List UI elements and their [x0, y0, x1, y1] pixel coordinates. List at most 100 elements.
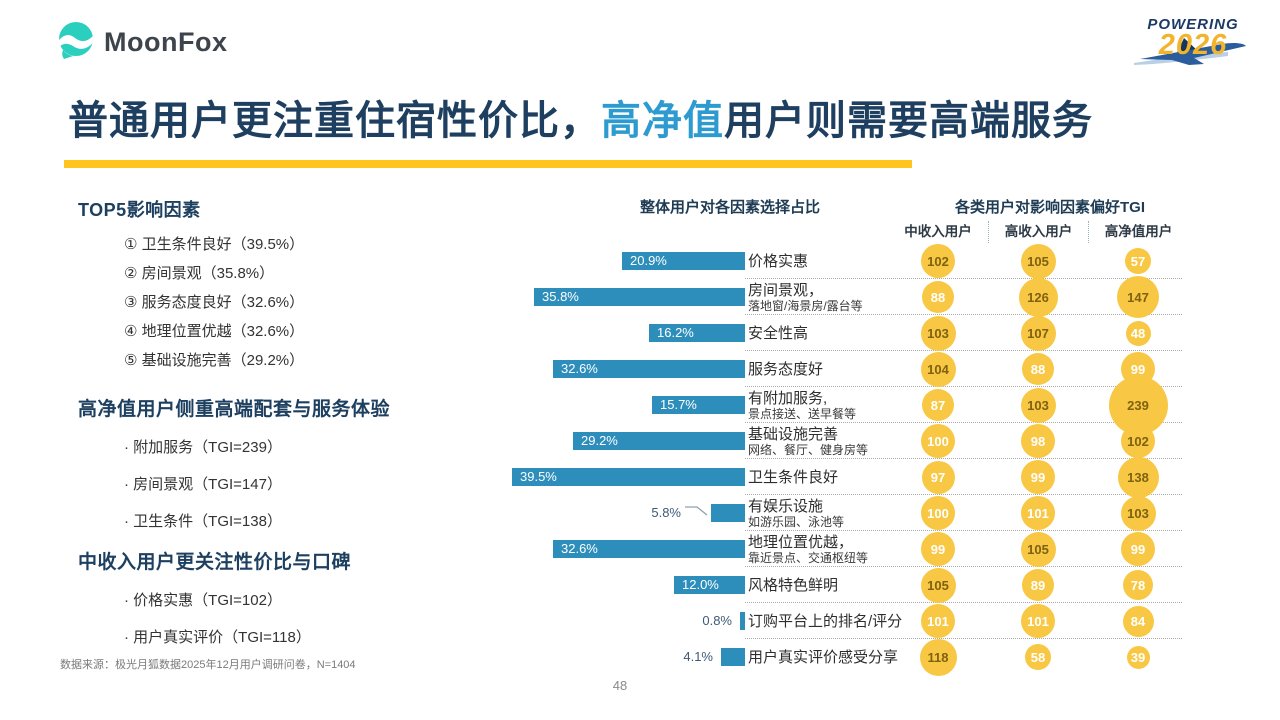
airplane-icon: [1132, 37, 1254, 72]
tgi-bubble: 118: [919, 638, 957, 676]
share-value: 4.1%: [683, 649, 713, 664]
title-highlight: 高净值: [601, 99, 724, 143]
factor-label: 订购平台上的排名/评分: [748, 603, 923, 639]
share-value: 16.2%: [657, 325, 694, 340]
top5-list: ① 卫生条件良好（39.5%） ② 房间景观（35.8%） ③ 服务态度良好（3…: [78, 230, 478, 375]
factor-label: 有娱乐设施 如游乐园、泳池等: [748, 495, 923, 531]
row-divider: [745, 494, 1182, 495]
factor-label: 安全性高: [748, 315, 923, 351]
row-divider: [745, 566, 1182, 567]
tgi-bubble: 99: [1121, 532, 1155, 566]
tgi-bubble: 147: [1117, 276, 1159, 318]
factor-row: 12.0% 风格特色鲜明 105 89 78: [505, 567, 1190, 603]
factor-label-main: 有附加服务,: [748, 389, 828, 407]
list-item: · 房间景观（TGI=147）: [124, 476, 282, 493]
factor-row: 29.2% 基础设施完善 网络、餐厅、健身房等 100 98 102: [505, 423, 1190, 459]
factor-label: 用户真实评价感受分享: [748, 639, 923, 675]
row-divider: [745, 458, 1182, 459]
tgi-bubble: 88: [922, 281, 954, 313]
year-2026-text: 2026: [1158, 29, 1228, 61]
factor-label: 基础设施完善 网络、餐厅、健身房等: [748, 423, 923, 459]
share-value: 29.2%: [581, 433, 618, 448]
powering-2026-logo: POWERING 2026: [1130, 8, 1256, 72]
tgi-bubble: 99: [921, 532, 955, 566]
top5-heading: TOP5影响因素: [78, 200, 201, 220]
tgi-col-high-income: 高收入用户: [988, 221, 1088, 243]
row-divider: [745, 314, 1182, 315]
page-title: 普通用户更注重住宿性价比，高净值用户则需要高端服务: [68, 88, 1228, 146]
tgi-bubble: 138: [1117, 456, 1159, 498]
list-item: ② 房间景观（35.8%）: [124, 265, 275, 282]
share-bar: [573, 432, 745, 450]
factor-label-sub: 景点接送、送早餐等: [748, 406, 857, 421]
tgi-column-headers: 中收入用户 高收入用户 高净值用户: [888, 221, 1188, 243]
share-value: 0.8%: [702, 613, 732, 628]
share-bar: [740, 612, 745, 630]
share-bar: [553, 540, 745, 558]
share-bar: [711, 504, 745, 522]
factor-row: 15.7% 有附加服务, 景点接送、送早餐等 87 103 239: [505, 375, 1190, 435]
row-divider: [745, 386, 1182, 387]
factor-row: 4.1% 用户真实评价感受分享 118 58 39: [505, 638, 1190, 676]
factor-label-main: 价格实惠: [748, 252, 809, 270]
tgi-bubble: 97: [921, 460, 955, 494]
tgi-bubble: 78: [1123, 570, 1153, 600]
factor-label-sub: 网络、餐厅、健身房等: [748, 442, 869, 457]
tgi-bubble: 105: [1020, 531, 1056, 567]
factor-label-main: 安全性高: [748, 324, 809, 342]
tgi-bubble: 103: [1120, 495, 1156, 531]
factor-label: 房间景观， 落地窗/海景房/露台等: [748, 279, 923, 315]
tgi-bubble: 87: [922, 389, 954, 421]
tgi-bubble: 89: [1022, 569, 1054, 601]
share-value: 32.6%: [561, 541, 598, 556]
factor-row: 20.9% 价格实惠 102 105 57: [505, 243, 1190, 279]
factor-row: 5.8% 有娱乐设施 如游乐园、泳池等 100 101 103: [505, 495, 1190, 531]
factor-label: 价格实惠: [748, 243, 923, 279]
factor-row: 16.2% 安全性高 103 107 48: [505, 315, 1190, 351]
factor-label: 地理位置优越， 靠近景点、交通枢纽等: [748, 531, 923, 567]
tgi-bubble: 126: [1018, 277, 1058, 317]
tgi-bubble: 102: [921, 244, 955, 278]
share-bar: [553, 360, 745, 378]
factor-label: 有附加服务, 景点接送、送早餐等: [748, 387, 923, 423]
tgi-bubble: 102: [1121, 424, 1155, 458]
tgi-bubble: 100: [921, 496, 955, 530]
share-value: 32.6%: [561, 361, 598, 376]
tgi-col-hnw: 高净值用户: [1088, 221, 1188, 243]
factor-label-main: 有娱乐设施: [748, 497, 824, 515]
row-divider: [745, 530, 1182, 531]
row-divider: [745, 350, 1182, 351]
moonfox-logo: MoonFox: [56, 20, 227, 65]
factor-row: 32.6% 服务态度好 104 88 99: [505, 351, 1190, 387]
tgi-bubble: 101: [1021, 604, 1055, 638]
title-part-2: 用户则需要高端服务: [724, 99, 1093, 143]
title-underline-bar: [64, 160, 912, 168]
list-item: · 卫生条件（TGI=138）: [124, 513, 282, 530]
tgi-bubble: 101: [921, 604, 955, 638]
tgi-section-title: 各类用户对影响因素偏好TGI: [955, 199, 1145, 216]
row-divider: [745, 278, 1182, 279]
factor-chart: 20.9% 价格实惠 102 105 57 35.8% 房间景观， 落地窗/海景房/露台等 88…: [505, 243, 1190, 676]
share-bar: [622, 252, 745, 270]
tgi-bubble: 105: [1020, 243, 1056, 279]
hnw-list: · 附加服务（TGI=239） · 房间景观（TGI=147） · 卫生条件（T…: [78, 429, 478, 540]
row-divider: [745, 638, 1182, 639]
top5-section: TOP5影响因素 ① 卫生条件良好（39.5%） ② 房间景观（35.8%） ③…: [78, 196, 478, 375]
data-source-note: 数据来源：极光月狐数据2025年12月用户调研问卷，N=1404: [60, 659, 356, 671]
factor-row: 0.8% 订购平台上的排名/评分 101 101 84: [505, 603, 1190, 639]
hnw-heading: 高净值用户侧重高端配套与服务体验: [78, 399, 391, 420]
tgi-bubble: 99: [1021, 460, 1055, 494]
share-bar: [534, 288, 745, 306]
factor-row: 35.8% 房间景观， 落地窗/海景房/露台等 88 126 147: [505, 276, 1190, 318]
tgi-bubble: 105: [920, 567, 956, 603]
tgi-bubble: 100: [921, 424, 955, 458]
factor-label-sub: 靠近景点、交通枢纽等: [748, 550, 869, 565]
share-value: 5.8%: [651, 505, 681, 520]
tgi-bubble: 101: [1021, 496, 1055, 530]
powering-text: POWERING: [1147, 16, 1239, 33]
tgi-bubble: 103: [1020, 387, 1056, 423]
factor-label-main: 卫生条件良好: [748, 468, 839, 486]
factor-label-main: 服务态度好: [748, 360, 824, 378]
factor-label-main: 基础设施完善: [748, 425, 839, 443]
share-value: 15.7%: [660, 397, 697, 412]
